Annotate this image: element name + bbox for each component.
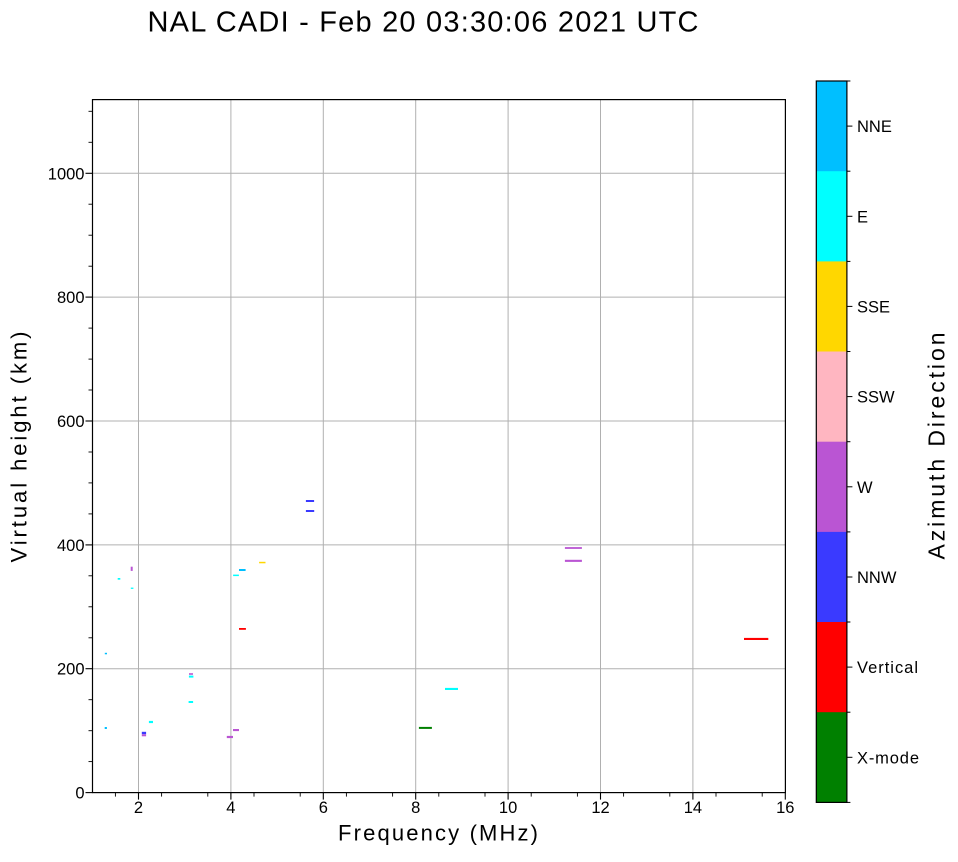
svg-text:10: 10 bbox=[499, 799, 517, 817]
svg-text:8: 8 bbox=[411, 799, 420, 817]
svg-text:NNE: NNE bbox=[857, 118, 892, 136]
svg-text:2: 2 bbox=[134, 799, 143, 817]
svg-text:0: 0 bbox=[75, 785, 84, 803]
svg-text:1000: 1000 bbox=[48, 165, 85, 183]
svg-text:800: 800 bbox=[57, 289, 85, 307]
svg-text:14: 14 bbox=[684, 799, 702, 817]
svg-text:12: 12 bbox=[591, 799, 609, 817]
svg-text:NAL CADI - Feb 20 03:30:06 202: NAL CADI - Feb 20 03:30:06 2021 UTC bbox=[148, 7, 699, 39]
svg-text:X-mode: X-mode bbox=[857, 749, 919, 767]
svg-text:Virtual height (km): Virtual height (km) bbox=[7, 332, 32, 563]
svg-text:400: 400 bbox=[57, 537, 85, 555]
svg-text:SSW: SSW bbox=[857, 389, 895, 407]
svg-text:4: 4 bbox=[226, 799, 235, 817]
svg-text:NNW: NNW bbox=[857, 569, 897, 587]
svg-text:16: 16 bbox=[776, 799, 794, 817]
svg-text:Azimuth Direction: Azimuth Direction bbox=[924, 333, 950, 560]
svg-text:600: 600 bbox=[57, 413, 85, 431]
svg-text:6: 6 bbox=[319, 799, 328, 817]
svg-text:SSE: SSE bbox=[857, 298, 890, 316]
svg-text:200: 200 bbox=[57, 661, 85, 679]
svg-text:E: E bbox=[857, 208, 868, 226]
svg-text:Frequency (MHz): Frequency (MHz) bbox=[338, 821, 538, 846]
svg-text:Vertical: Vertical bbox=[857, 659, 918, 677]
svg-text:W: W bbox=[857, 479, 873, 497]
